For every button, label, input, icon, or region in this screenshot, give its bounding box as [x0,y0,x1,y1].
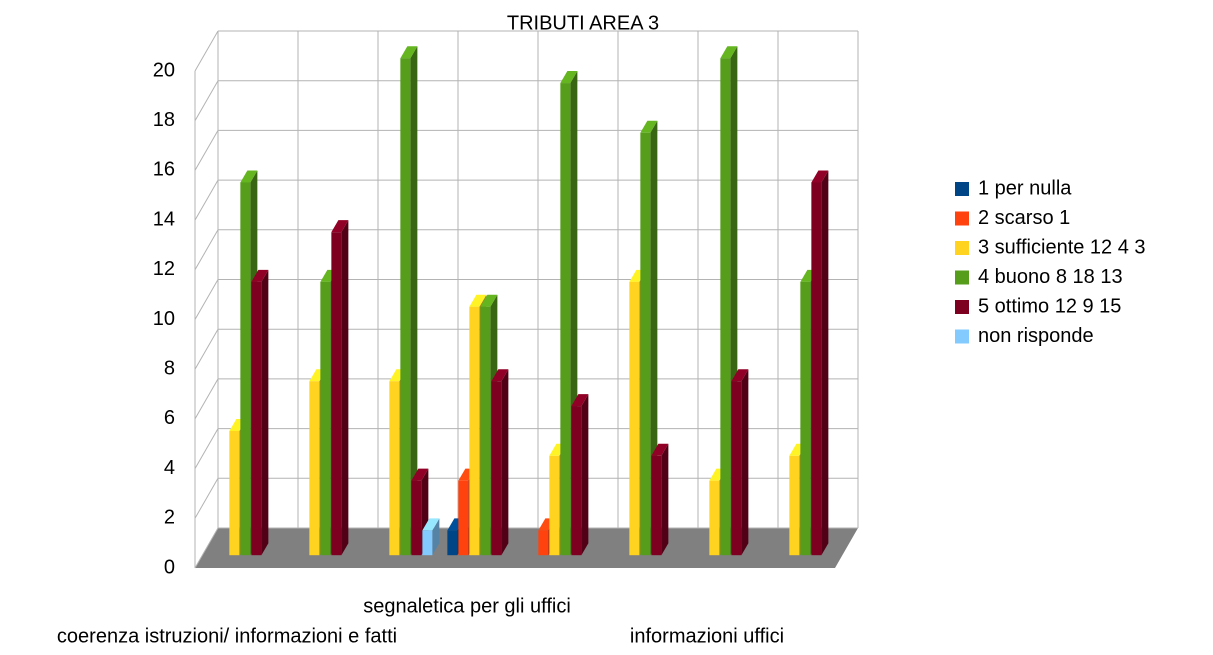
bar [811,182,822,556]
bar [629,281,640,556]
bar [240,182,251,556]
grid-line-side [194,130,219,171]
bar [458,480,469,556]
bar [422,530,433,556]
y-tick-label: 14 [153,208,175,230]
y-tick-label: 8 [164,357,175,379]
bar-side [581,394,589,556]
bar [709,480,720,556]
y-tick-label: 20 [153,59,175,81]
bar-top [251,269,269,282]
bar [731,381,742,556]
bar-top [731,369,749,382]
bar-top [400,46,418,59]
bar-side [650,120,658,556]
y-tick-label: 12 [153,258,175,280]
x-tick-label: informazioni uffici [630,625,784,647]
grid-line-side [194,80,219,121]
bar [320,281,331,556]
legend-label: 1 per nulla [978,177,1072,199]
bar [800,281,811,556]
legend-swatch [955,182,969,196]
bar [309,381,320,556]
bar-side [501,369,509,556]
grid-line-side [194,328,219,370]
legend-swatch [955,211,969,226]
bar-top [480,294,498,307]
grid-line-side [194,30,219,72]
bar-top [640,120,658,133]
legend-label: 2 scarso 1 [978,207,1070,229]
bar [651,455,662,556]
bar [720,58,731,556]
grid-line-side [194,279,219,320]
y-tick-label: 16 [153,159,175,181]
bar [640,132,651,556]
bar-side [741,369,749,556]
grid-line-side [194,179,219,221]
legend-label: 3 sufficiente 12 4 3 [978,236,1146,258]
bar-top [811,170,829,183]
x-tick-label: coerenza istruzioni/ informazioni e fatt… [57,625,397,647]
bar [480,306,491,556]
legend-swatch [955,300,969,314]
bar [571,406,582,556]
bar-side [410,46,418,556]
grid-line-side [194,229,219,271]
bar-top [422,518,440,531]
grid-line-side [194,527,219,569]
grid-line-side [194,478,219,519]
bar [469,306,480,556]
y-tick-label: 2 [164,507,175,529]
floor [195,528,858,568]
bar [549,455,560,556]
bar-top [491,369,509,382]
bar-top [720,46,738,59]
bar-side [261,269,269,556]
y-tick-label: 0 [164,556,175,578]
bar-side [341,220,349,556]
y-tick-label: 4 [164,457,175,479]
legend-label: 4 buono 8 18 13 [978,266,1123,288]
bar-side [821,170,829,556]
legend-swatch [955,241,969,255]
bar-top [560,71,578,84]
legend-label: 5 ottimo 12 9 15 [978,295,1121,317]
bar [331,232,342,556]
legend-label: non risponde [978,325,1094,347]
bar [491,381,502,556]
bar-top [651,443,669,456]
bar [538,530,549,556]
bar [560,83,571,556]
bar [389,381,400,556]
bar-top [469,294,487,307]
bar [400,58,411,556]
bar-side [661,443,669,556]
bar-top [240,170,258,183]
bar [251,281,262,556]
bar-top [331,220,349,233]
grid-line-side [194,428,219,469]
y-tick-label: 10 [153,308,175,330]
y-tick-label: 18 [153,109,175,131]
bar [411,480,422,556]
bar [447,530,458,556]
x-tick-label: segnaletica per gli uffici [363,595,571,617]
bar-side [432,518,440,556]
legend-swatch [955,270,969,285]
chart-title: TRIBUTI AREA 3 [507,12,659,34]
bar-top [571,394,589,407]
grid-line-side [194,378,219,420]
legend-swatch [955,329,969,344]
bar [229,430,240,556]
y-tick-label: 6 [164,407,175,429]
bar [789,455,800,556]
bar-top [411,468,429,481]
